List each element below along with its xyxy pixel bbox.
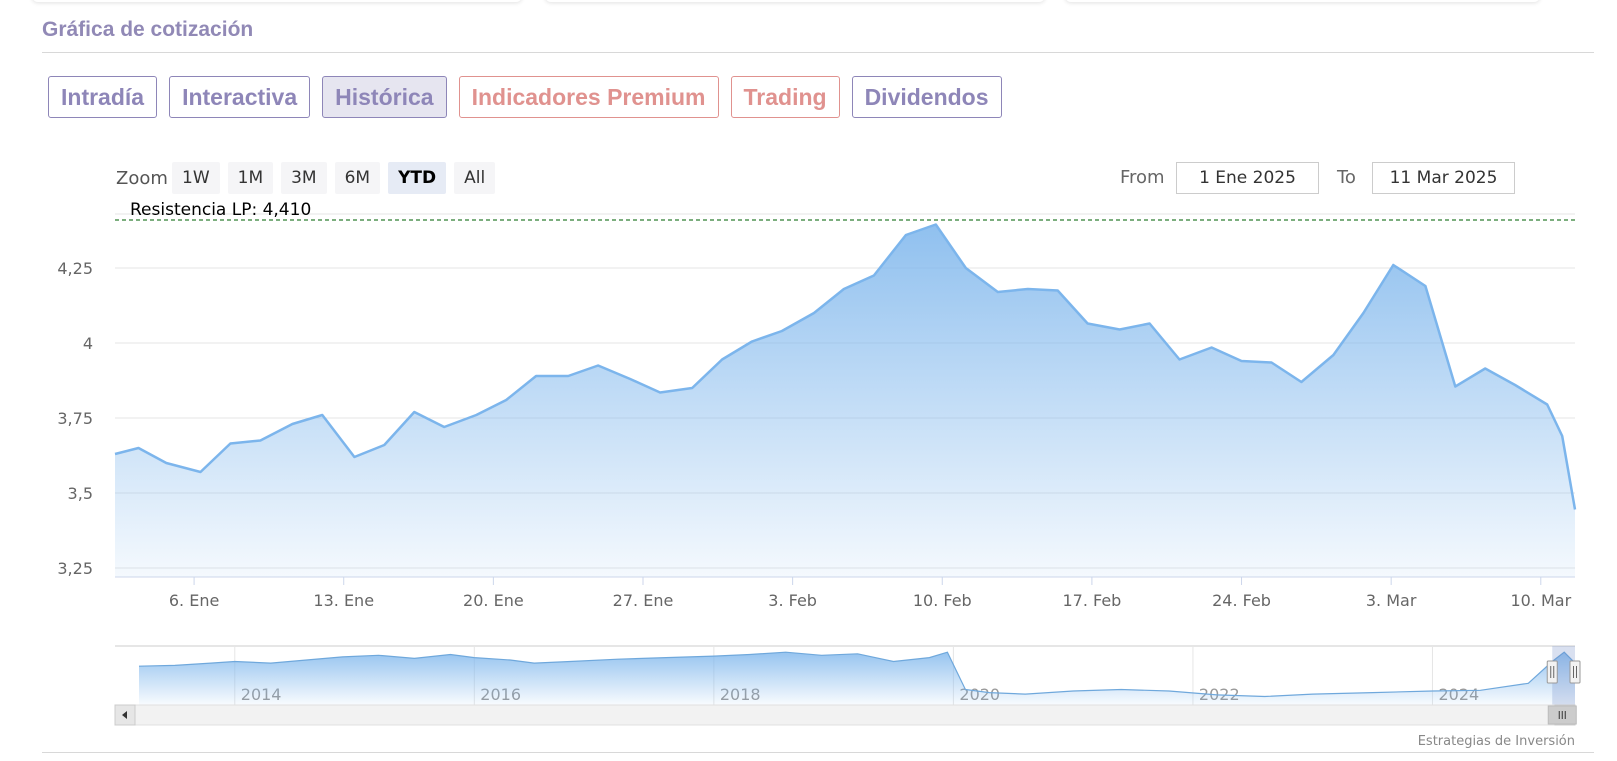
section-title: Gráfica de cotización (42, 18, 254, 41)
navigator-right-handle[interactable] (1569, 660, 1581, 684)
zoom-1w-button[interactable]: 1W (172, 162, 220, 194)
tab-intradia[interactable]: Intradía (48, 76, 158, 118)
credits-label: Estrategias de Inversión (1418, 734, 1575, 749)
x-tick-label: 10. Feb (913, 591, 972, 610)
chart-tabs: Intradía Interactiva Histórica Indicador… (48, 76, 1002, 118)
tab-historica[interactable]: Histórica (322, 76, 447, 118)
title-divider (42, 52, 1594, 53)
x-tick-label: 17. Feb (1062, 591, 1121, 610)
x-tick-label: 24. Feb (1212, 591, 1271, 610)
tab-dividendos[interactable]: Dividendos (851, 76, 1002, 118)
zoom-1m-button[interactable]: 1M (227, 162, 274, 194)
y-tick-label: 3,75 (57, 409, 93, 428)
top-cards-edge (0, 0, 1617, 6)
y-tick-label: 4 (83, 334, 93, 353)
from-label: From (1120, 167, 1165, 188)
zoom-ytd-button[interactable]: YTD (388, 162, 447, 194)
from-date-input[interactable] (1176, 162, 1319, 194)
to-label: To (1337, 167, 1356, 188)
tab-indicadores-premium[interactable]: Indicadores Premium (458, 76, 719, 118)
x-tick-label: 3. Mar (1366, 591, 1417, 610)
zoom-label: Zoom (116, 168, 168, 189)
zoom-all-button[interactable]: All (454, 162, 496, 194)
zoom-buttons: 1W 1M 3M 6M YTD All (172, 162, 496, 194)
y-tick-label: 4,25 (57, 259, 93, 278)
zoom-3m-button[interactable]: 3M (281, 162, 327, 194)
x-tick-label: 20. Ene (463, 591, 524, 610)
navigator-selected-range (1552, 646, 1575, 705)
scroll-left-arrow-icon (122, 711, 127, 719)
tab-trading[interactable]: Trading (730, 76, 840, 118)
x-tick-label: 10. Mar (1510, 591, 1571, 610)
navigator-line (138, 651, 1576, 698)
tab-interactiva[interactable]: Interactiva (169, 76, 311, 118)
navigator-area (139, 652, 1575, 705)
y-tick-label: 3,5 (68, 484, 93, 503)
zoom-6m-button[interactable]: 6M (334, 162, 381, 194)
series-line (114, 223, 1577, 510)
to-date-input[interactable] (1372, 162, 1515, 194)
x-tick-label: 13. Ene (313, 591, 374, 610)
footer-divider (42, 752, 1594, 753)
x-tick-label: 27. Ene (613, 591, 674, 610)
x-tick-label: 3. Feb (768, 591, 817, 610)
x-tick-label: 6. Ene (169, 591, 219, 610)
scrollbar-track[interactable] (114, 704, 1576, 726)
resistance-label: Resistencia LP: 4,410 (130, 200, 311, 220)
y-tick-label: 3,25 (57, 559, 93, 578)
navigator-left-handle[interactable] (1546, 660, 1558, 684)
series-area-fill (115, 224, 1575, 577)
